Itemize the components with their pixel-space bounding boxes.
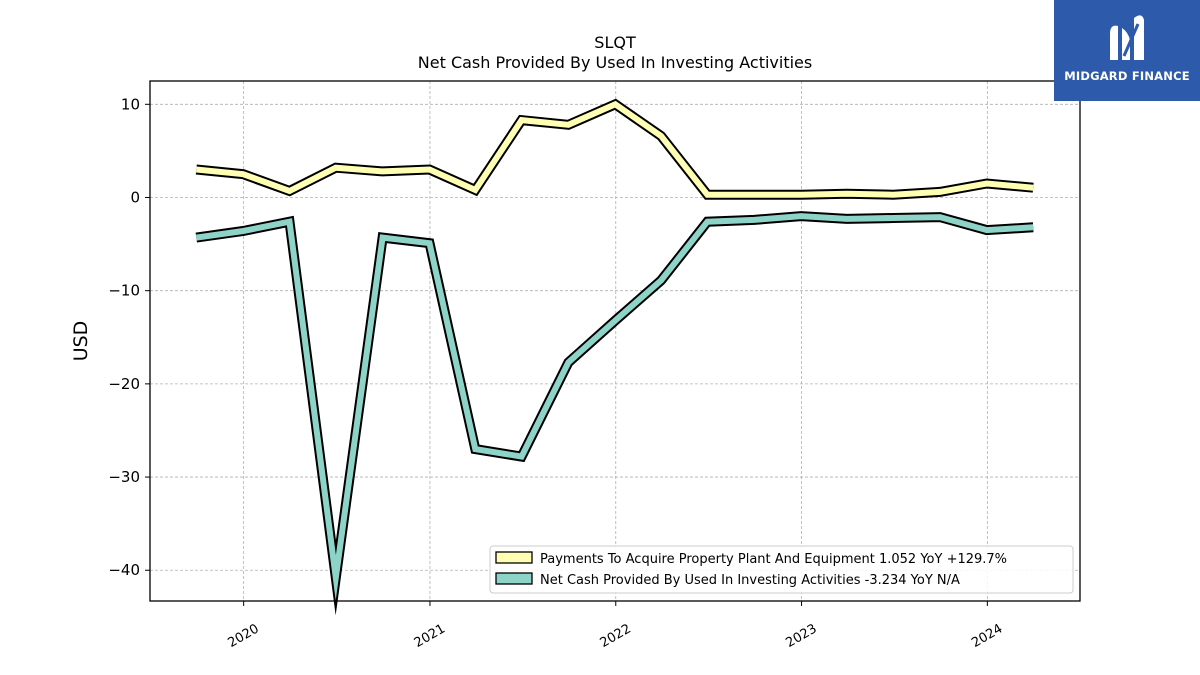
x-tick-label: 2022	[598, 621, 634, 651]
y-tick-label: 10	[121, 95, 140, 113]
legend-swatch-ppe	[495, 551, 533, 564]
legend-swatch-investing	[495, 572, 533, 585]
plot-frame	[149, 80, 1081, 602]
series-outline-investing	[195, 211, 1034, 616]
midgard-finance-logo: MIDGARD FINANCE	[1054, 0, 1200, 101]
logo-mark-icon	[1110, 15, 1144, 60]
x-tick-label: 2024	[969, 621, 1005, 651]
logo-text: MIDGARD FINANCE	[1064, 69, 1190, 83]
grid	[150, 81, 1080, 601]
legend-label-investing: Net Cash Provided By Used In Investing A…	[540, 573, 960, 588]
x-tick-label: 2023	[783, 621, 819, 651]
legend-label-ppe: Payments To Acquire Property Plant And E…	[540, 552, 1007, 567]
series-outline-ppe	[195, 98, 1034, 200]
series-lines	[195, 98, 1034, 616]
y-tick-label: −10	[108, 282, 140, 300]
y-tick-label: −30	[108, 468, 140, 486]
chart-title: SLQT	[594, 33, 636, 52]
series-line-investing	[195, 213, 1034, 601]
legend-box	[489, 545, 1074, 594]
x-tick-label: 2021	[412, 621, 448, 651]
x-tick-label: 2020	[226, 621, 262, 651]
series-line-ppe	[196, 100, 1034, 198]
y-axis-label: USD	[70, 321, 92, 362]
legend: Payments To Acquire Property Plant And E…	[489, 545, 1074, 594]
y-tick-label: 0	[130, 188, 140, 206]
chart-subtitle: Net Cash Provided By Used In Investing A…	[418, 53, 812, 72]
y-tick-label: −40	[108, 561, 140, 579]
y-tick-label: −20	[108, 375, 140, 393]
